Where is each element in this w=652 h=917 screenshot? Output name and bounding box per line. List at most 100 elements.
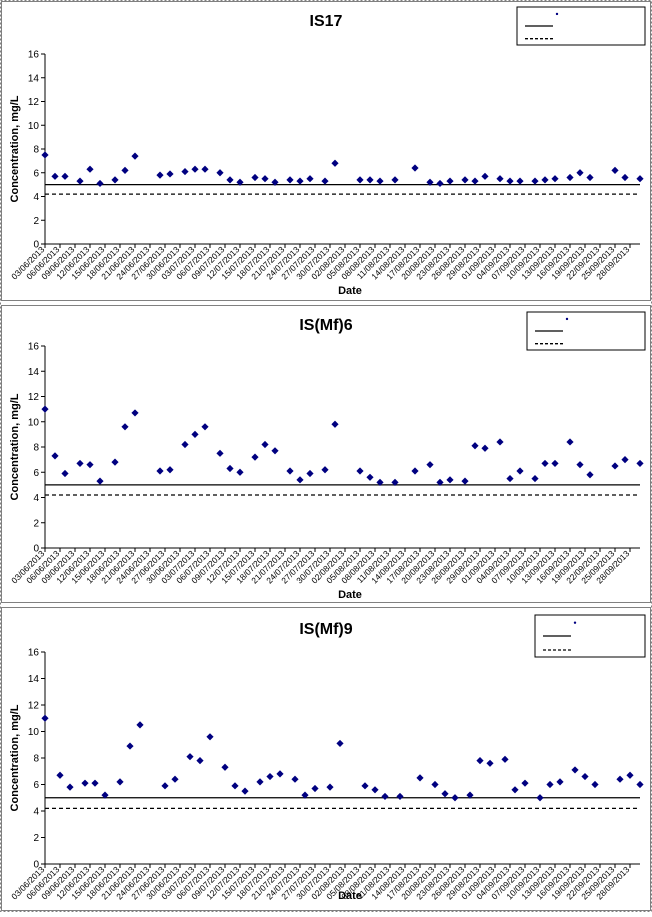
- y-axis-title: Concentration, mg/L: [9, 704, 21, 811]
- data-point: [481, 172, 489, 180]
- data-point: [131, 409, 139, 417]
- data-point: [521, 779, 529, 787]
- data-point: [76, 459, 84, 468]
- data-point: [376, 478, 384, 486]
- data-point: [291, 775, 299, 783]
- data-point: [301, 791, 309, 799]
- data-point: [556, 778, 564, 786]
- data-point: [326, 783, 334, 791]
- data-point: [496, 438, 504, 446]
- data-point: [331, 420, 339, 428]
- chart-frame: [1, 1, 651, 301]
- data-point: [86, 461, 94, 469]
- data-point: [431, 780, 439, 789]
- legend: [534, 614, 646, 658]
- legend-marker: [565, 317, 569, 321]
- y-tick-label: 12: [28, 392, 40, 403]
- data-point: [376, 177, 384, 185]
- y-tick-label: 4: [33, 493, 39, 504]
- data-point: [616, 775, 624, 783]
- data-point: [381, 792, 389, 801]
- data-point: [411, 164, 419, 172]
- data-point: [331, 159, 339, 167]
- y-tick-label: 12: [28, 97, 40, 108]
- data-point: [221, 763, 229, 771]
- data-point: [336, 739, 344, 748]
- y-tick-label: 10: [28, 121, 40, 132]
- data-point: [306, 469, 314, 478]
- data-point: [66, 783, 74, 791]
- data-point: [201, 423, 209, 431]
- data-point: [636, 459, 644, 468]
- data-point: [611, 462, 619, 470]
- data-point: [306, 175, 314, 183]
- data-point: [61, 172, 69, 180]
- data-point: [461, 176, 469, 184]
- y-tick-label: 8: [33, 754, 39, 765]
- y-tick-label: 14: [28, 674, 40, 685]
- data-point: [436, 179, 444, 188]
- chart-title: IS17: [310, 13, 343, 30]
- y-tick-label: 2: [33, 518, 39, 529]
- data-point: [426, 178, 434, 186]
- data-point: [171, 775, 179, 783]
- data-point: [426, 461, 434, 469]
- data-point: [516, 177, 524, 185]
- data-point: [356, 176, 364, 184]
- data-point: [286, 176, 294, 184]
- data-point: [536, 794, 544, 802]
- data-point: [216, 169, 224, 177]
- data-point: [261, 175, 269, 183]
- data-point: [446, 476, 454, 484]
- data-point: [96, 477, 104, 485]
- data-point: [636, 780, 644, 789]
- data-point: [271, 178, 279, 186]
- data-point: [471, 177, 479, 185]
- legend-marker: [573, 621, 577, 624]
- data-point: [486, 759, 494, 767]
- data-point: [226, 176, 234, 184]
- data-point: [86, 165, 94, 173]
- y-tick-label: 8: [33, 443, 39, 454]
- data-point: [566, 173, 574, 182]
- y-tick-label: 4: [33, 807, 39, 818]
- data-point: [366, 473, 374, 481]
- legend: [516, 6, 646, 46]
- chart-title: IS(Mf)6: [299, 317, 352, 334]
- y-tick-label: 2: [33, 216, 39, 227]
- data-point: [56, 771, 64, 779]
- data-point: [226, 464, 234, 473]
- x-axis-title: Date: [338, 890, 362, 902]
- data-point: [626, 771, 634, 779]
- data-point: [191, 165, 199, 173]
- data-point: [441, 790, 449, 798]
- data-point: [611, 166, 619, 174]
- data-point: [461, 477, 469, 485]
- data-point: [531, 474, 539, 483]
- data-point: [156, 467, 164, 475]
- data-point: [636, 175, 644, 183]
- data-point: [416, 774, 424, 782]
- data-point: [61, 469, 69, 478]
- data-point: [131, 152, 139, 160]
- data-point: [541, 176, 549, 184]
- data-point: [321, 466, 329, 474]
- data-point: [181, 440, 189, 449]
- data-point: [51, 172, 59, 180]
- y-tick-label: 14: [28, 73, 40, 84]
- data-point: [136, 721, 144, 729]
- data-point: [391, 478, 399, 486]
- data-point: [361, 782, 369, 790]
- data-point: [621, 456, 629, 464]
- data-point: [76, 177, 84, 185]
- data-point: [531, 177, 539, 185]
- data-point: [251, 453, 259, 461]
- data-point: [576, 169, 584, 177]
- data-point: [166, 466, 174, 474]
- y-tick-label: 0: [33, 240, 39, 251]
- y-tick-label: 4: [33, 192, 39, 203]
- y-tick-label: 0: [33, 860, 39, 871]
- data-point: [51, 452, 59, 460]
